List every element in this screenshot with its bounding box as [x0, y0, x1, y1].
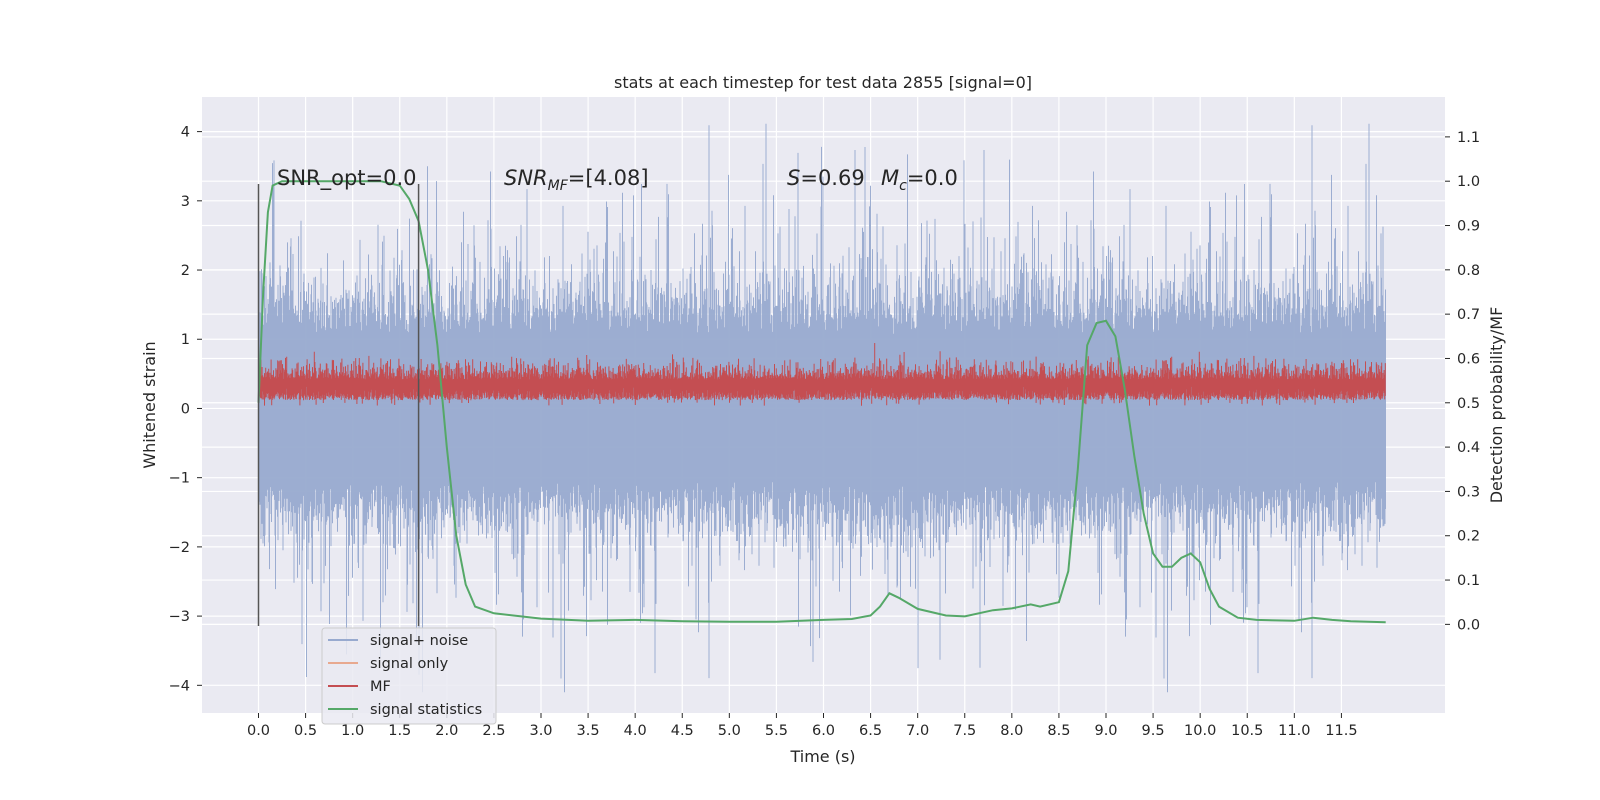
series-layer	[257, 123, 1386, 693]
annotation-mc-sub: c	[899, 178, 907, 194]
y-right-tick-label: 0.5	[1457, 396, 1480, 412]
x-tick-label: 0.0	[247, 723, 270, 739]
y-right-tick-label: 0.0	[1457, 617, 1480, 633]
legend-box	[321, 627, 497, 725]
x-tick-label: 6.0	[812, 723, 835, 739]
y-axis-left-label: Whitened strain	[140, 341, 159, 468]
y-axis-right-ticks: 0.0 0.1 0.2 0.3 0.4 0.5 0.6 0.7 0.8 0.9 1.0 1.1	[1445, 130, 1480, 633]
x-axis-label: Time (s)	[789, 747, 855, 766]
y-left-tick-label: −4	[169, 678, 190, 694]
x-axis-ticks: 0.0 0.5 1.0 1.5 2.0 2.5 3.0 3.5 4.0 4.5 5.0 5.5 6.0 6…	[247, 713, 1358, 739]
x-tick-label: 1.0	[341, 723, 364, 739]
y-right-tick-label: 1.0	[1457, 174, 1480, 190]
series-signal-statistics	[257, 180, 1386, 624]
x-tick-label: 9.0	[1094, 723, 1117, 739]
x-tick-label: 6.5	[859, 723, 882, 739]
y-axis-right-label: Detection probability/MF	[1487, 307, 1506, 504]
x-tick-label: 5.5	[765, 723, 788, 739]
x-tick-label: 2.5	[482, 723, 505, 739]
annotation-mc: Mc=0.0	[881, 166, 958, 194]
y-left-tick-label: −1	[169, 471, 190, 487]
annotation-snr-opt: SNR_opt=0.0	[277, 166, 417, 191]
x-tick-label: 1.5	[388, 723, 411, 739]
legend-label-signal-only: signal only	[370, 656, 449, 672]
x-tick-label: 4.0	[624, 723, 647, 739]
legend-label-signal-noise: signal+ noise	[370, 633, 468, 649]
x-tick-label: 11.0	[1278, 723, 1310, 739]
annotation-snr-mf-value: =[4.08]	[568, 166, 649, 190]
x-tick-label: 4.5	[671, 723, 694, 739]
y-left-tick-label: 1	[181, 332, 190, 348]
x-tick-label: 3.5	[577, 723, 600, 739]
legend-label-mf: MF	[370, 679, 391, 695]
x-tick-label: 5.0	[718, 723, 741, 739]
annotation-snr-mf-sub: MF	[548, 178, 569, 194]
y-right-tick-label: 0.1	[1457, 573, 1480, 589]
y-right-tick-label: 1.1	[1457, 130, 1480, 146]
x-tick-label: 2.0	[435, 723, 458, 739]
y-right-tick-label: 0.2	[1457, 529, 1480, 545]
x-tick-label: 0.5	[294, 723, 317, 739]
y-left-tick-label: −3	[169, 609, 190, 625]
x-tick-label: 11.5	[1325, 723, 1357, 739]
y-right-tick-label: 0.9	[1457, 219, 1480, 235]
y-right-tick-label: 0.7	[1457, 307, 1480, 323]
x-tick-label: 7.5	[953, 723, 976, 739]
y-left-tick-label: −2	[169, 540, 190, 556]
x-tick-label: 3.0	[529, 723, 552, 739]
y-axis-left-ticks: −4 −3 −2 −1 0 1 2 3 4	[169, 125, 202, 694]
y-left-tick-label: 2	[181, 263, 190, 279]
annotation-mc-value: =0.0	[907, 166, 958, 190]
x-tick-label: 7.0	[906, 723, 929, 739]
annotation-snr-mf: SNRMF=[4.08]	[504, 166, 649, 194]
y-left-tick-label: 4	[181, 125, 190, 141]
x-tick-label: 10.0	[1184, 723, 1216, 739]
legend: signal+ noise signal only MF signal stat…	[321, 627, 497, 725]
annotation-snr-mf-main: SNR	[504, 166, 548, 190]
annotation-s-symbol: S	[787, 166, 800, 190]
chart-title: stats at each timestep for test data 285…	[614, 73, 1032, 92]
y-right-tick-label: 0.4	[1457, 440, 1480, 456]
y-right-tick-label: 0.8	[1457, 263, 1480, 279]
annotation-mc-main: M	[881, 166, 899, 190]
x-tick-label: 8.0	[1000, 723, 1023, 739]
y-left-tick-label: 3	[181, 194, 190, 210]
x-tick-label: 8.5	[1047, 723, 1070, 739]
annotation-s-value: =0.69	[800, 166, 864, 190]
x-tick-label: 9.5	[1142, 723, 1165, 739]
annotation-s: S=0.69	[787, 166, 865, 190]
y-right-tick-label: 0.6	[1457, 351, 1480, 367]
y-right-tick-label: 0.3	[1457, 484, 1480, 500]
legend-label-signal-statistics: signal statistics	[370, 702, 482, 718]
x-tick-label: 10.5	[1231, 723, 1263, 739]
y-left-tick-label: 0	[181, 401, 190, 417]
